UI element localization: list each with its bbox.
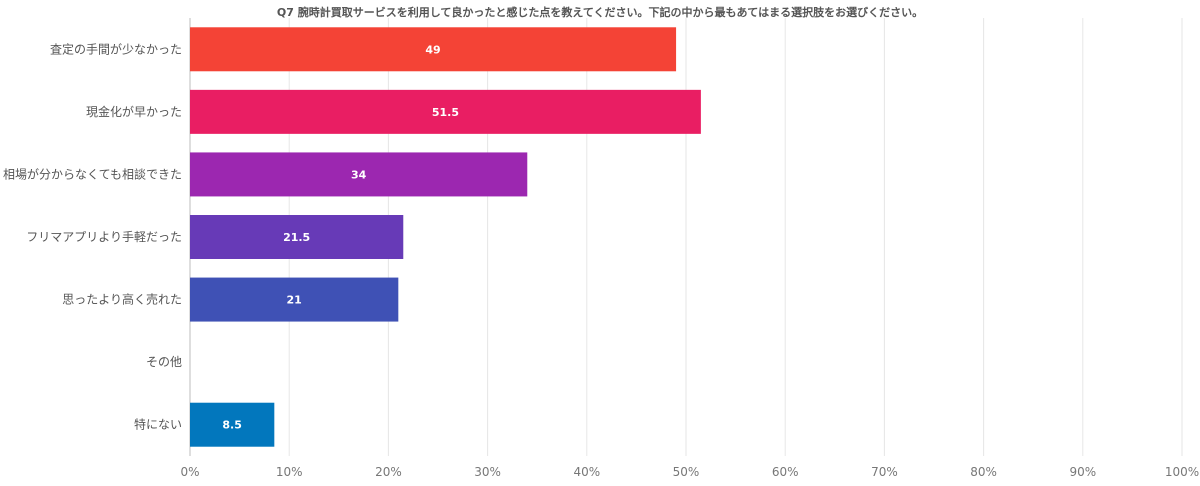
chart-title: Q7 腕時計買取サービスを利用して良かったと感じた点を教えてください。下記の中か… xyxy=(276,6,924,19)
category-label: 思ったより高く売れた xyxy=(62,292,182,307)
bar xyxy=(190,27,677,72)
data-label: 21 xyxy=(287,294,302,307)
x-tick-label: 60% xyxy=(772,465,799,479)
category-label: 査定の手間が少なかった xyxy=(50,41,182,56)
category-label: その他 xyxy=(146,355,182,369)
data-label: 34 xyxy=(351,168,367,181)
category-label: 相場が分からなくても相談できた xyxy=(3,166,182,181)
bar xyxy=(190,277,399,322)
data-label: 8.5 xyxy=(222,419,242,432)
x-tick-label: 20% xyxy=(375,465,402,479)
x-tick-label: 80% xyxy=(970,465,997,479)
x-tick-label: 90% xyxy=(1069,465,1096,479)
x-tick-label: 40% xyxy=(573,465,600,479)
x-tick-label: 0% xyxy=(180,465,199,479)
x-tick-label: 10% xyxy=(276,465,303,479)
x-tick-label: 100% xyxy=(1165,465,1199,479)
x-tick-label: 50% xyxy=(673,465,700,479)
bar xyxy=(190,152,528,197)
x-tick-label: 70% xyxy=(871,465,898,479)
data-label: 51.5 xyxy=(432,106,459,119)
bar xyxy=(190,215,404,259)
category-label: フリマアプリより手軽だった xyxy=(26,230,182,244)
bar xyxy=(190,89,701,134)
bar xyxy=(190,402,275,447)
x-tick-label: 30% xyxy=(474,465,501,479)
data-label: 49 xyxy=(425,43,440,56)
category-label: 特にない xyxy=(134,417,182,432)
category-label: 現金化が早かった xyxy=(86,104,182,119)
data-label: 21.5 xyxy=(283,231,310,244)
